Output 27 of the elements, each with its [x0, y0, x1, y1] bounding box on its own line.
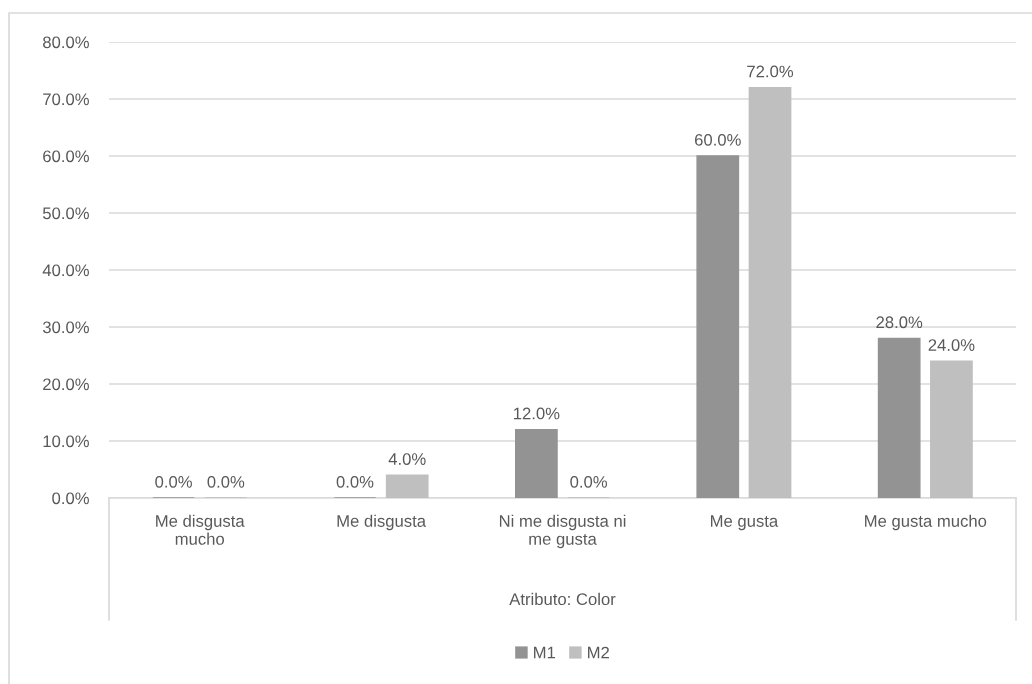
- y-tick-label: 20.0%: [43, 378, 89, 391]
- y-tick-label: 60.0%: [43, 150, 89, 163]
- y-tick-label: 70.0%: [43, 93, 89, 106]
- x-tick-label: Me disgusta: [337, 514, 427, 531]
- x-tick-label: Me disgusta mucho: [156, 514, 245, 545]
- data-label: 60.0%: [695, 133, 741, 146]
- x-axis-title: Atributo: Color: [509, 592, 616, 606]
- data-label: 0.0%: [207, 475, 245, 488]
- legend-label: M1: [534, 646, 556, 659]
- data-label: 0.0%: [155, 475, 192, 488]
- y-tick-label: 40.0%: [42, 264, 89, 277]
- y-tick-label: 80.0%: [43, 36, 89, 49]
- y-tick-label: 50.0%: [42, 207, 89, 220]
- data-label: 0.0%: [570, 475, 608, 488]
- y-tick-label: 0.0%: [52, 492, 89, 505]
- data-label: 0.0%: [336, 475, 374, 488]
- data-label: 28.0%: [876, 316, 923, 329]
- legend-label: M2: [588, 646, 609, 659]
- y-tick-label: 10.0%: [43, 435, 89, 448]
- data-label: 72.0%: [747, 65, 794, 78]
- y-tick-label: 30.0%: [42, 321, 89, 334]
- data-label: 24.0%: [928, 339, 975, 351]
- data-label: 4.0%: [388, 453, 426, 465]
- data-label: 12.0%: [514, 407, 560, 420]
- x-tick-label: Ni me disgusta ni me gusta: [499, 514, 626, 549]
- x-tick-label: Me gusta mucho: [865, 514, 987, 531]
- x-tick-label: Me gusta: [710, 515, 779, 531]
